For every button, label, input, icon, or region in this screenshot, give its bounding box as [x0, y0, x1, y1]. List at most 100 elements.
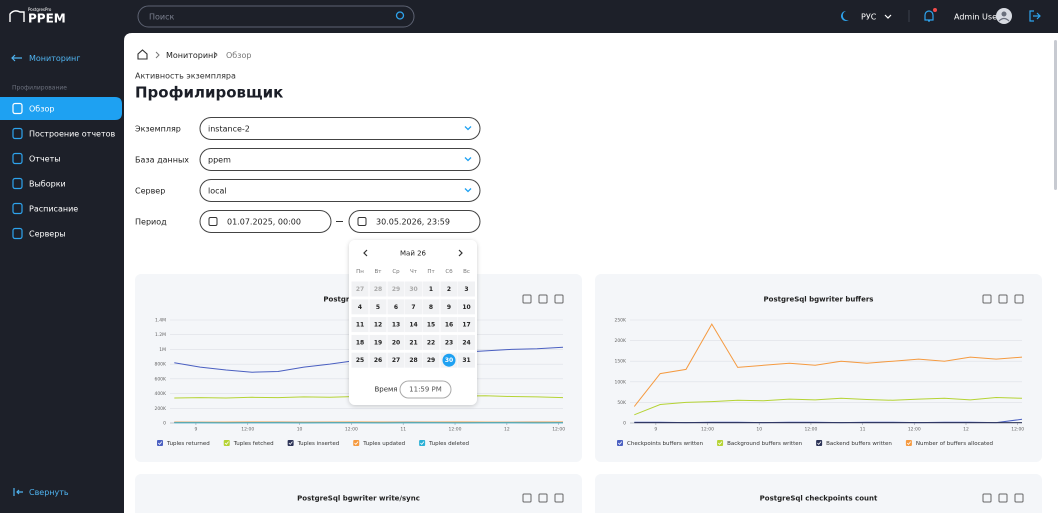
chart-action[interactable] [522, 294, 532, 304]
legend-swatch[interactable] [717, 440, 724, 446]
legend-swatch[interactable] [905, 440, 912, 446]
select[interactable] [199, 179, 481, 202]
chart-action[interactable] [522, 493, 532, 503]
legend-swatch[interactable] [617, 440, 623, 446]
day-cell[interactable] [422, 281, 440, 297]
day-cell[interactable] [405, 299, 422, 315]
menu-item[interactable]: Расписание [29, 205, 78, 214]
day-cell[interactable] [369, 334, 387, 350]
legend-label: Backend buffers written [826, 441, 892, 447]
day-cell[interactable] [440, 299, 458, 315]
x-tick-label: 12:00 [804, 427, 817, 433]
day: 28 [374, 286, 382, 293]
day-cell[interactable] [387, 299, 405, 315]
day-cell[interactable] [458, 299, 475, 315]
day-cell[interactable] [387, 281, 405, 297]
legend-check [354, 441, 359, 446]
day-cell[interactable] [351, 352, 369, 368]
day-cell[interactable] [405, 281, 422, 297]
day-cell[interactable] [440, 281, 458, 297]
day-cell[interactable] [369, 281, 387, 297]
breadcrumb-link[interactable]: Мониторинг [166, 51, 218, 60]
theme-toggle[interactable] [841, 11, 849, 22]
language-chevron [884, 14, 892, 19]
day-cell[interactable] [369, 352, 387, 368]
legend-swatch[interactable] [419, 440, 426, 446]
legend-label: Background buffers written [727, 441, 803, 447]
legend-check [718, 441, 723, 446]
chart-title: PostgreSql checkpoints count [760, 495, 878, 503]
menu-item[interactable]: Построение отчетов [29, 130, 116, 139]
legend-swatch[interactable] [816, 440, 823, 446]
date-input[interactable] [348, 210, 481, 233]
day-cell[interactable] [387, 334, 405, 350]
day-cell[interactable] [405, 352, 422, 368]
chart-action[interactable] [998, 294, 1008, 304]
menu-item[interactable]: Серверы [29, 230, 66, 239]
home-icon[interactable] [137, 49, 148, 60]
day-cell[interactable] [405, 334, 422, 350]
day: 7 [411, 304, 415, 311]
menu-item[interactable]: Выборки [29, 180, 66, 189]
day: 29 [392, 286, 400, 293]
day-cell[interactable] [405, 317, 422, 333]
chart-action[interactable] [554, 294, 564, 304]
day-cell[interactable] [458, 334, 475, 350]
charts: PostgreSql tuples0200K400K600K800K1M1.2M… [135, 274, 1042, 513]
legend-swatch[interactable] [287, 440, 294, 446]
day: 20 [392, 339, 400, 346]
collapse[interactable]: Свернуть [29, 488, 69, 497]
day: 15 [427, 322, 435, 329]
select[interactable] [199, 148, 481, 171]
chart-action[interactable] [998, 493, 1008, 503]
menu-icon [12, 152, 23, 165]
chart-action[interactable] [554, 493, 564, 503]
search-box[interactable] [137, 5, 415, 28]
day-cell[interactable] [351, 299, 369, 315]
search-icon[interactable] [395, 11, 405, 20]
chart-action[interactable] [538, 493, 548, 503]
date-input[interactable] [199, 210, 332, 233]
legend-swatch[interactable] [157, 440, 163, 446]
day-cell[interactable] [369, 299, 387, 315]
day-cell[interactable] [387, 317, 405, 333]
menu-item[interactable]: Обзор [29, 105, 54, 114]
day-cell[interactable] [440, 317, 458, 333]
day-cell[interactable] [387, 352, 405, 368]
day-cell[interactable] [458, 317, 475, 333]
day-cell[interactable] [422, 352, 440, 368]
chart-action[interactable] [1014, 493, 1024, 503]
day-cell[interactable] [422, 334, 440, 350]
menu-icon [12, 202, 23, 215]
month-nav[interactable] [363, 249, 463, 257]
logout[interactable] [1029, 10, 1041, 22]
day-cell[interactable] [422, 299, 440, 315]
day-cell[interactable] [351, 317, 369, 333]
chart-action[interactable] [1014, 294, 1024, 304]
day-cell[interactable] [458, 281, 475, 297]
legend-label: Tuples fetched [233, 441, 274, 447]
select[interactable] [199, 117, 481, 140]
legend-swatch[interactable] [223, 440, 230, 446]
day-cell[interactable] [440, 334, 458, 350]
scrollbar[interactable] [1054, 40, 1057, 190]
field-label: Экземпляр [135, 125, 181, 134]
back-link[interactable]: Мониторинг [29, 54, 81, 63]
day-cell[interactable] [369, 317, 387, 333]
day-cell[interactable] [351, 281, 369, 297]
day-cell[interactable] [458, 352, 475, 368]
chart-action[interactable] [982, 493, 992, 503]
day-cell[interactable] [422, 317, 440, 333]
date-value: 01.07.2025, 00:00 [227, 218, 301, 227]
menu-icon [12, 177, 23, 190]
language[interactable]: РУС [861, 13, 877, 22]
avatar-body [998, 17, 1010, 22]
time-input[interactable] [399, 380, 452, 399]
legend-check [420, 441, 425, 446]
chart-action[interactable] [538, 294, 548, 304]
menu-item[interactable]: Отчеты [29, 155, 61, 164]
day-cell[interactable] [351, 334, 369, 350]
notifications[interactable] [924, 10, 934, 22]
chart-action[interactable] [982, 294, 992, 304]
legend-swatch[interactable] [353, 440, 360, 446]
